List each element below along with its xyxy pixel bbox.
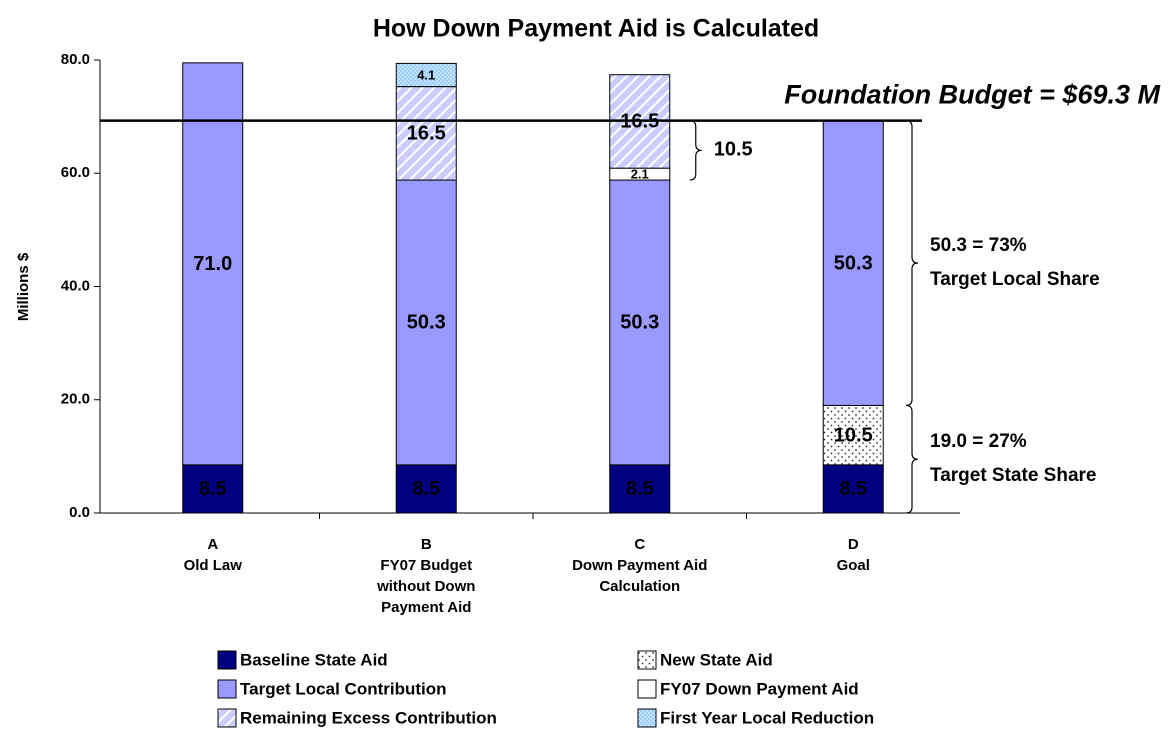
x-tick-label: Goal: [837, 557, 870, 574]
brace: [689, 119, 702, 181]
bar-segment: [395, 86, 457, 181]
bar-segment: [182, 62, 244, 466]
legend-swatch: [637, 708, 657, 728]
data-label: 8.5: [626, 478, 654, 500]
legend-label: New State Aid: [660, 650, 773, 669]
brace-label: 19.0 = 27%: [930, 431, 1027, 452]
bar-segment: [822, 464, 884, 514]
bar-segment: [822, 120, 884, 406]
legend-label: FY07 Down Payment Aid: [660, 679, 859, 698]
data-label: 71.0: [193, 253, 232, 275]
data-label: 10.5: [834, 424, 873, 446]
data-label: 2.1: [631, 167, 649, 182]
data-label: 8.5: [412, 478, 440, 500]
brace: [905, 119, 919, 407]
data-label: 4.1: [417, 67, 435, 82]
legend-swatch: [637, 650, 657, 670]
x-tick-label: Old Law: [184, 557, 243, 574]
legend-swatch: [217, 650, 237, 670]
legend-label: First Year Local Reduction: [660, 708, 874, 727]
data-label: 50.3: [407, 312, 446, 334]
bar-segment: [395, 464, 457, 514]
x-tick-label: A: [207, 536, 218, 553]
x-tick-label: B: [421, 536, 432, 553]
chart-title: How Down Payment Aid is Calculated: [373, 15, 819, 43]
x-tick-label: Calculation: [599, 578, 680, 595]
y-tick-label: 80.0: [61, 51, 90, 68]
brace: [905, 404, 919, 514]
y-tick-label: 20.0: [61, 391, 90, 408]
data-label: 8.5: [839, 478, 867, 500]
x-tick-label: C: [634, 536, 645, 553]
brace-label: 10.5: [714, 139, 753, 161]
y-axis-label: Millions $: [15, 252, 32, 321]
brace-label: Target State Share: [930, 465, 1096, 486]
legend-swatch: [217, 708, 237, 728]
reference-label: Foundation Budget = $69.3 M: [784, 80, 1160, 110]
legend-label: Target Local Contribution: [240, 679, 447, 698]
data-label: 50.3: [834, 252, 873, 274]
bar-segment: [395, 179, 457, 466]
brace-label: 50.3 = 73%: [930, 235, 1027, 256]
bar-segment: [395, 62, 457, 88]
bar-segment: [822, 404, 884, 466]
x-tick-label: D: [848, 536, 859, 553]
legend-swatch: [217, 679, 237, 699]
data-label: 8.5: [199, 478, 227, 500]
legend-label: Remaining Excess Contribution: [240, 708, 497, 727]
data-label: 50.3: [620, 312, 659, 334]
x-tick-label: Down Payment Aid: [572, 557, 707, 574]
brace-label: Target Local Share: [930, 269, 1100, 290]
x-tick-label: without Down: [376, 578, 475, 595]
y-tick-label: 60.0: [61, 164, 90, 181]
data-label: 16.5: [407, 123, 446, 145]
x-tick-label: FY07 Budget: [380, 557, 472, 574]
legend-label: Baseline State Aid: [240, 650, 388, 669]
x-tick-label: Payment Aid: [381, 599, 471, 616]
legend-swatch: [637, 679, 657, 699]
bar-segment: [609, 464, 671, 514]
y-tick-label: 40.0: [61, 277, 90, 294]
y-tick-label: 0.0: [69, 504, 90, 521]
bar-segment: [609, 179, 671, 466]
